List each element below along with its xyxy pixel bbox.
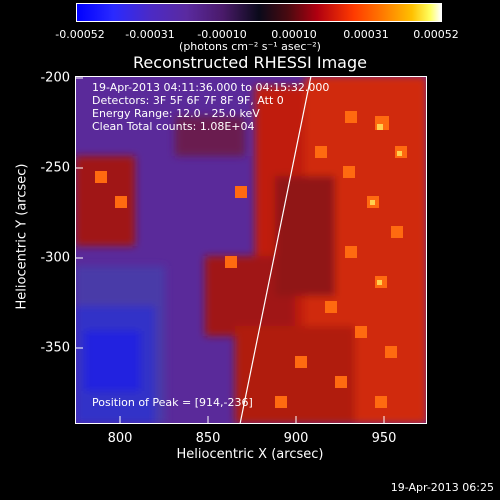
hxr-image — [75, 76, 427, 424]
colorbar — [76, 3, 442, 22]
y-tick: -200 — [40, 70, 70, 86]
limb-line — [239, 76, 312, 424]
x-tick: 850 — [195, 431, 221, 446]
y-axis-label: Heliocentric Y (arcsec) — [14, 163, 30, 310]
colorbar-tick: -0.00031 — [125, 28, 175, 41]
info-clean: Clean Total counts: 1.08E+04 — [92, 120, 255, 133]
colorbar-tick: -0.00010 — [197, 28, 247, 41]
x-tick: 950 — [371, 431, 397, 446]
y-tick: -350 — [40, 340, 70, 356]
info-energy: Energy Range: 12.0 - 25.0 keV — [92, 107, 260, 120]
info-time: 19-Apr-2013 04:11:36.000 to 04:15:32.000 — [92, 81, 330, 94]
render-timestamp: 19-Apr-2013 06:25 — [390, 481, 494, 494]
colorbar-tick: 0.00052 — [413, 28, 459, 41]
x-tick: 800 — [107, 431, 133, 446]
info-peak: Position of Peak = [914,-236] — [92, 396, 253, 409]
x-axis-label: Heliocentric X (arcsec) — [176, 447, 324, 462]
x-tick: 900 — [283, 431, 309, 446]
colorbar-tick: 0.00010 — [271, 28, 317, 41]
colorbar-units: (photons cm⁻² s⁻¹ asec⁻²) — [179, 40, 321, 53]
info-detectors: Detectors: 3F 5F 6F 7F 8F 9F, Att 0 — [92, 94, 284, 107]
y-tick: -300 — [40, 250, 70, 266]
image-title: Reconstructed RHESSI Image — [133, 53, 367, 72]
colorbar-tick: 0.00031 — [343, 28, 389, 41]
y-tick: -250 — [40, 160, 70, 176]
colorbar-tick: -0.00052 — [55, 28, 105, 41]
